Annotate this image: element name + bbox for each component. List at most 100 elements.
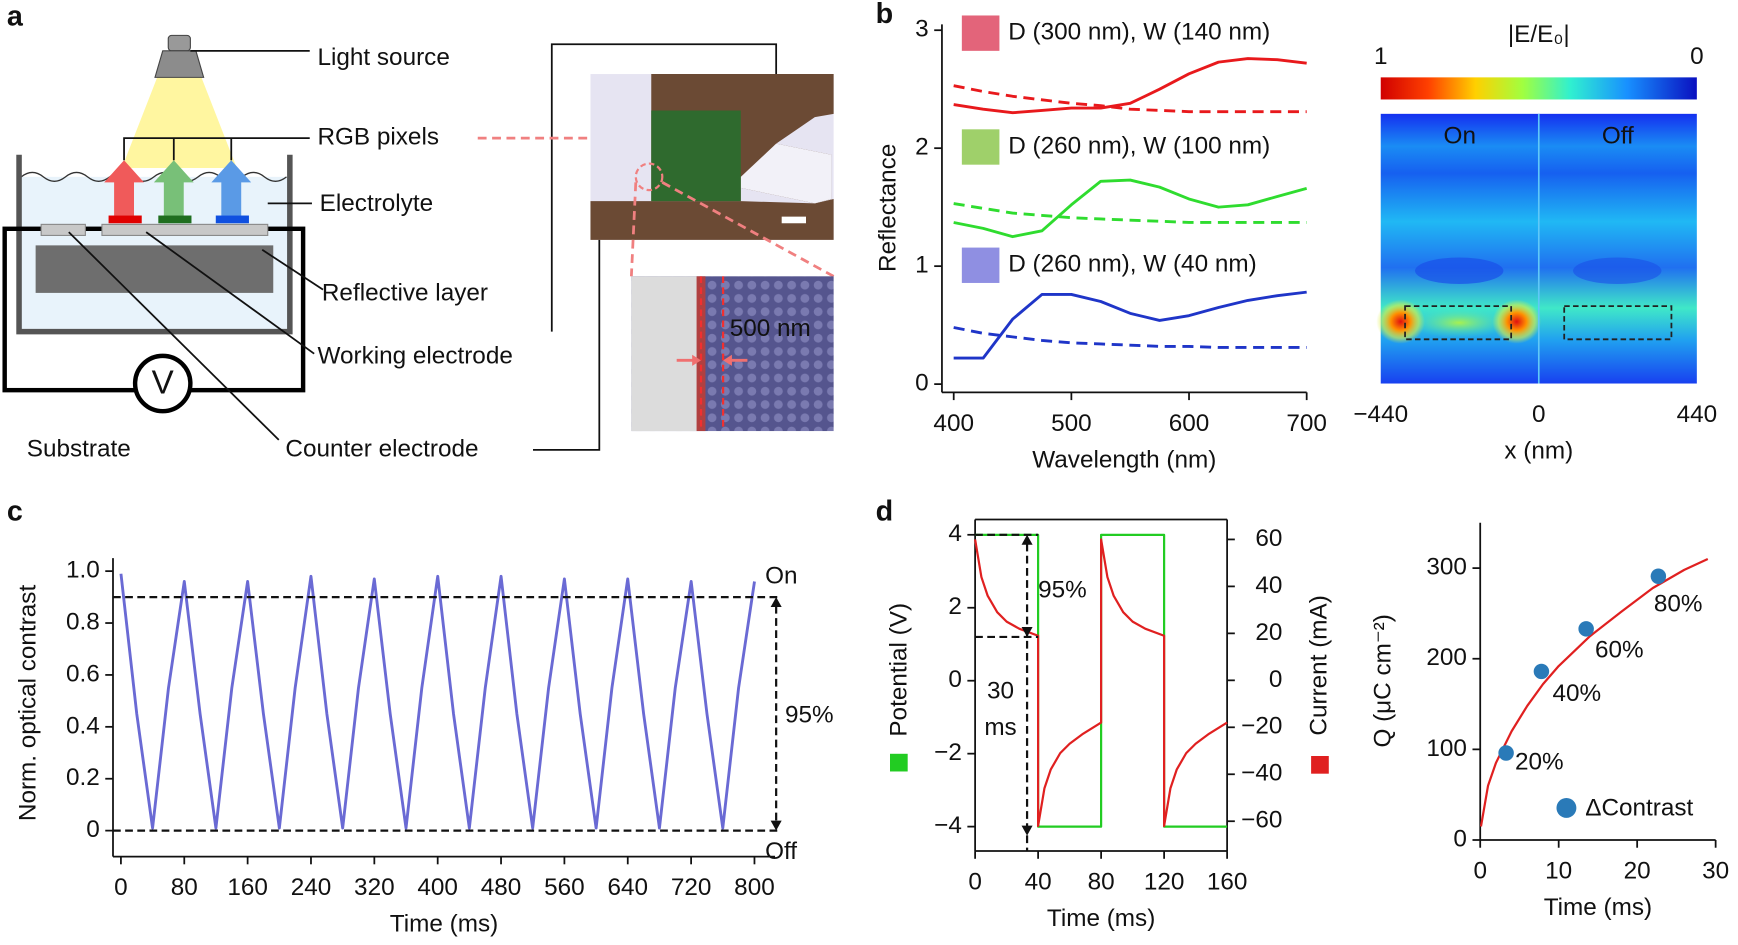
y-tick-label: 300 [1426, 554, 1467, 581]
y-axis-label: Q (μC cm⁻²) [1369, 614, 1396, 747]
x-tick-label: 160 [227, 874, 268, 901]
y-tick-label: 2 [948, 593, 962, 620]
lamp [154, 50, 205, 78]
arrow-head [770, 597, 782, 608]
data-point [1650, 568, 1667, 584]
y-tick-label: 3 [915, 16, 929, 43]
data-line [953, 202, 1307, 224]
point-label: 40% [1552, 680, 1601, 707]
annotation: 95% [785, 701, 834, 728]
legend-label: D (300 nm), W (140 nm) [1008, 19, 1270, 46]
y-tick-label: 1 [915, 252, 929, 279]
y2-tick-label: −40 [1241, 760, 1282, 787]
y-tick-label: 1.0 [66, 557, 100, 584]
y-tick-label: 4 [948, 520, 962, 547]
arrow-head [1021, 534, 1033, 545]
y2-tick-label: −60 [1241, 807, 1282, 834]
axis-key [1311, 756, 1329, 774]
point-label: 80% [1654, 590, 1703, 617]
y-tick-label: 2 [915, 134, 929, 161]
y2-tick-label: 20 [1255, 619, 1282, 646]
legend-label: D (260 nm), W (100 nm) [1008, 132, 1270, 159]
y-axis-label: Potential (V) [885, 603, 912, 737]
legend-swatch [961, 15, 1000, 51]
y-axis-label: Reflectance [874, 144, 901, 272]
micrograph: 500 nm [590, 74, 835, 432]
x-axis-label: Wavelength (nm) [1032, 446, 1216, 473]
field-map [1376, 77, 1697, 384]
y-tick-label: 0 [1453, 825, 1467, 852]
y-tick-label: 0.4 [66, 712, 100, 739]
y2-tick-label: −20 [1241, 713, 1282, 740]
data-point [1533, 663, 1550, 680]
point-label: 20% [1515, 748, 1564, 775]
x-tick-label: 160 [1207, 869, 1248, 896]
x-tick-label: 0 [968, 869, 982, 896]
x-tick-label: 500 [1051, 410, 1092, 437]
x-tick-label: 600 [1169, 410, 1210, 437]
label: Counter electrode [285, 435, 478, 462]
legend-marker [1556, 798, 1577, 818]
y-tick-label: 0 [948, 666, 962, 693]
counter-electrode [40, 223, 86, 236]
arrow-head [770, 820, 782, 831]
y-tick-label: −4 [934, 812, 962, 839]
label: Light source [317, 44, 449, 71]
x-tick-label: 240 [291, 874, 332, 901]
arrow-head [1021, 626, 1033, 637]
light-beam [121, 77, 237, 168]
column-label: Off [1602, 122, 1634, 149]
panel-label: c [7, 495, 23, 527]
label: RGB pixels [317, 124, 439, 151]
legend-swatch [961, 247, 1000, 283]
y-tick-label: 0.8 [66, 608, 100, 635]
x-axis-label: Time (ms) [1544, 894, 1652, 921]
data-line [974, 538, 1228, 828]
x-tick-label: 400 [933, 410, 974, 437]
lamp-base [167, 34, 191, 52]
x-tick-label: 80 [171, 874, 198, 901]
panel-label: b [876, 0, 894, 30]
x-tick-label: 80 [1088, 869, 1115, 896]
x-tick-label: 10 [1545, 857, 1572, 884]
schematic: V Light source RGB pixels Electrolyte Re… [2, 34, 835, 462]
data-line [1479, 558, 1709, 827]
x-tick-label: 800 [734, 874, 775, 901]
x-tick-label: 640 [607, 874, 648, 901]
annotation: ms [984, 714, 1016, 741]
x-axis-label: Time (ms) [1047, 905, 1155, 932]
data-line [953, 57, 1307, 115]
data-line [953, 178, 1308, 239]
annotation: 95% [1038, 577, 1087, 604]
x-tick-label: 120 [1144, 869, 1185, 896]
legend-label: ΔContrast [1585, 794, 1693, 821]
x-tick-label: 480 [481, 874, 522, 901]
substrate [35, 245, 274, 293]
label: Working electrode [317, 342, 512, 369]
y-axis-label: Current (mA) [1305, 595, 1332, 735]
reflective-layer [101, 223, 269, 236]
x-axis-label: x (nm) [1504, 437, 1573, 464]
annotation: On [765, 563, 797, 590]
panel-label: d [876, 495, 894, 527]
y-tick-label: 0.2 [66, 764, 100, 791]
data-point [1578, 621, 1594, 637]
data-line [953, 84, 1307, 114]
scale-bar-label: 500 nm [730, 315, 811, 342]
x-tick-label: 30 [1702, 857, 1729, 884]
y2-tick-label: 60 [1255, 525, 1282, 552]
label: Reflective layer [322, 279, 488, 306]
data-line [953, 326, 1307, 349]
pixel-arrows [104, 160, 252, 224]
y2-tick-label: 0 [1269, 666, 1283, 693]
x-tick-label: 560 [544, 874, 585, 901]
legend-label: D (260 nm), W (40 nm) [1008, 251, 1256, 278]
y-tick-label: 0 [915, 370, 929, 397]
y-tick-label: 0 [86, 816, 100, 843]
x-tick-label: −440 [1353, 401, 1408, 428]
x-tick-label: 20 [1624, 857, 1651, 884]
x-tick-label: 400 [417, 874, 458, 901]
data-line [953, 290, 1307, 360]
x-tick-label: 720 [671, 874, 712, 901]
